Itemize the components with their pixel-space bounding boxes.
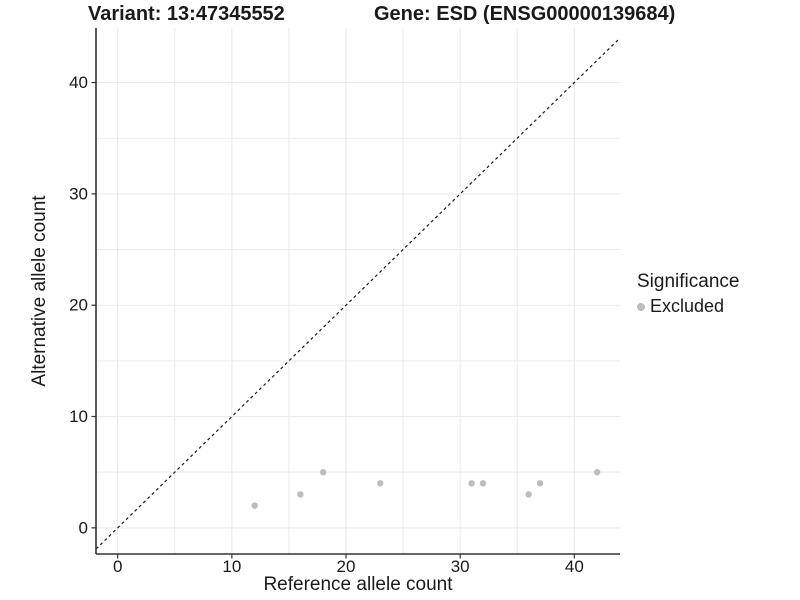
y-tick-label: 30 — [69, 184, 88, 203]
data-point — [593, 468, 601, 476]
data-point — [297, 491, 304, 498]
x-tick-label: 10 — [222, 557, 241, 576]
legend-item-label: Excluded — [650, 296, 725, 316]
data-point — [251, 502, 258, 509]
data-point — [319, 468, 327, 476]
legend: Significance Excluded — [637, 271, 739, 317]
x-tick-label: 0 — [113, 557, 122, 576]
y-tick-label: 40 — [69, 73, 88, 92]
legend-item-excluded: Excluded — [637, 296, 739, 317]
x-axis-title: Reference allele count — [263, 574, 453, 595]
data-point — [536, 480, 544, 487]
legend-point-icon — [637, 302, 645, 311]
data-point — [377, 480, 384, 487]
identity-line — [95, 37, 621, 550]
data-point — [525, 491, 532, 498]
legend-title: Significance — [637, 271, 740, 292]
data-point — [479, 480, 487, 487]
y-tick-label: 0 — [79, 518, 88, 537]
y-tick-label: 10 — [69, 407, 88, 426]
gene-title: Gene: ESD (ENSG00000139684) — [374, 3, 676, 25]
x-tick-label: 40 — [565, 557, 584, 576]
x-tick-label: 20 — [337, 557, 356, 576]
y-tick-label: 20 — [69, 296, 88, 315]
variant-title: Variant: 13:47345552 — [88, 3, 285, 25]
data-point — [468, 480, 475, 487]
x-tick-label: 30 — [451, 557, 470, 576]
